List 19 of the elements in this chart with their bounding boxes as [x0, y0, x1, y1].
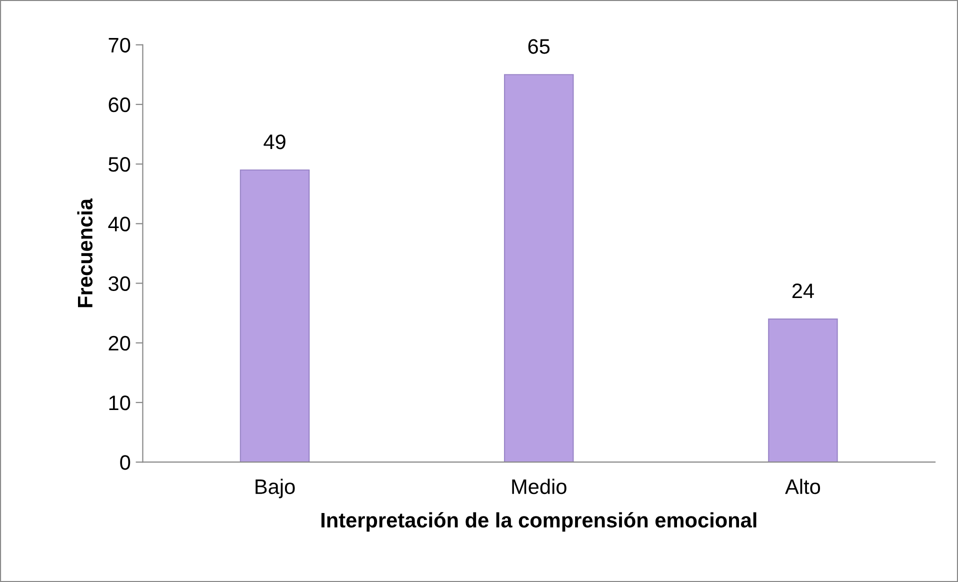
data-label: 24 — [792, 284, 814, 298]
y-tick-label: 10 — [109, 395, 130, 410]
y-tick-label: 60 — [108, 97, 130, 112]
data-label: 49 — [264, 134, 286, 150]
y-tick-label: 50 — [108, 157, 130, 172]
x-tick-label: Alto — [785, 478, 820, 494]
y-tick-label: 70 — [108, 38, 130, 53]
x-tick-label: Bajo — [256, 478, 295, 498]
bar — [504, 74, 574, 462]
data-label: 65 — [528, 39, 550, 54]
y-tick-label: 20 — [108, 336, 130, 351]
x-tick-label: Medio — [512, 478, 566, 494]
y-tick-label: 40 — [108, 216, 130, 232]
x-axis-title: Interpretación de la comprensión emocional — [321, 512, 756, 532]
bar — [768, 318, 838, 462]
y-tick-label: 30 — [108, 276, 130, 292]
y-tick-label: 0 — [120, 455, 130, 470]
y-axis-title: Frecuencia — [77, 198, 93, 308]
bar — [240, 169, 310, 462]
